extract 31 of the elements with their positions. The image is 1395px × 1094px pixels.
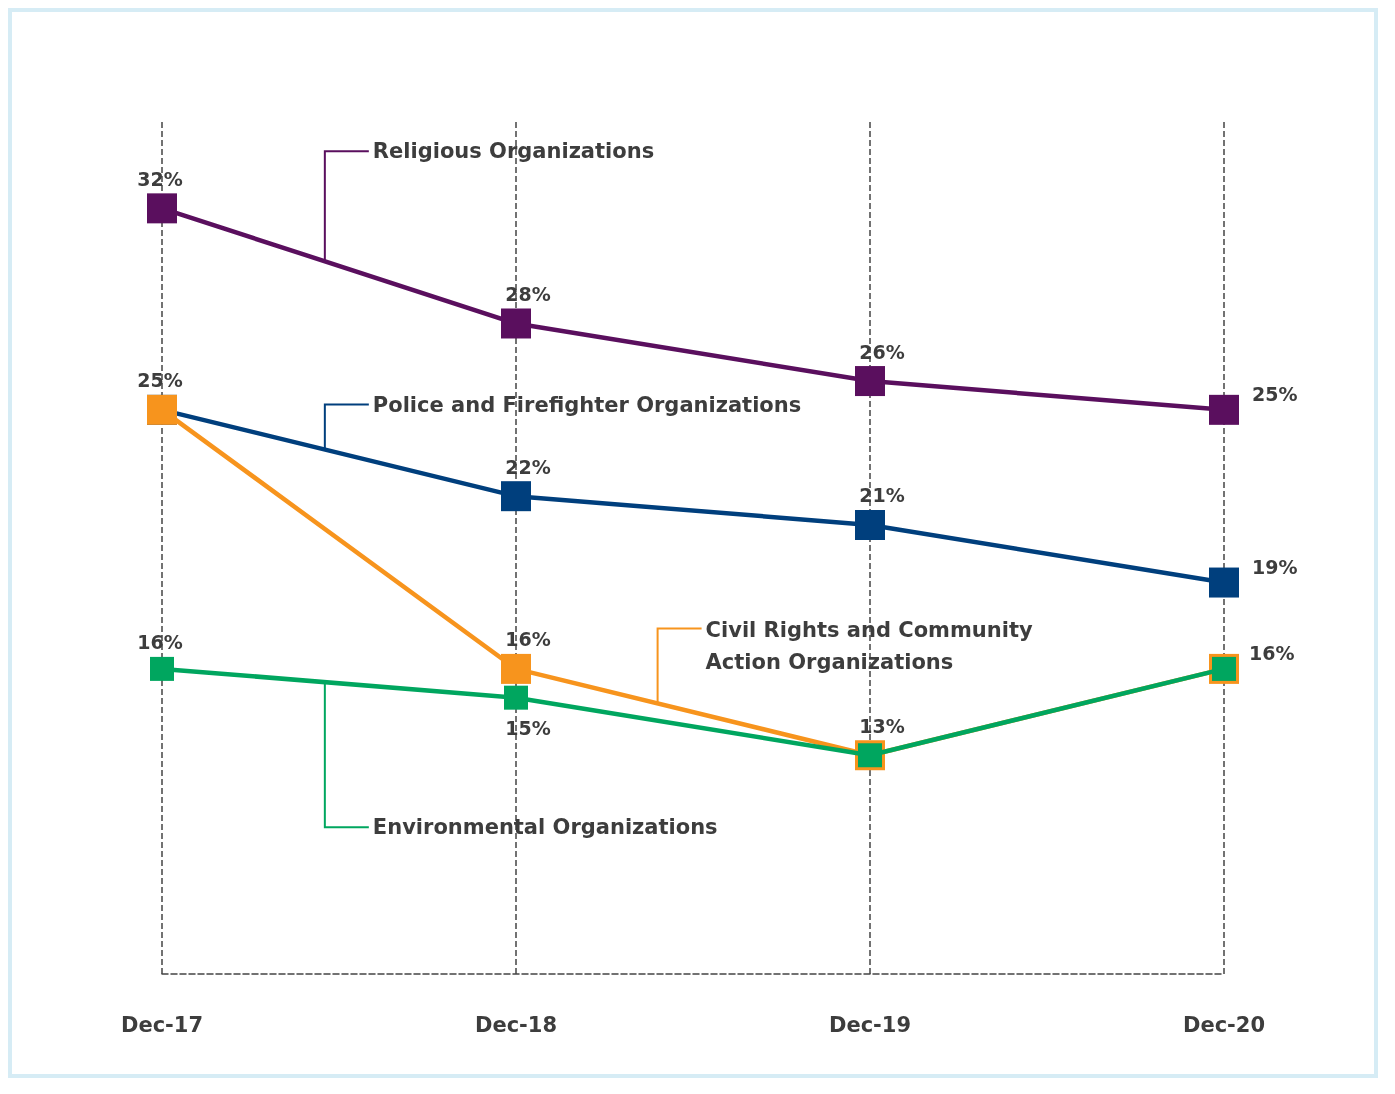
point (501, 481, 531, 512)
data-label: 19% (1252, 555, 1298, 578)
data-label: 28% (505, 282, 551, 305)
point (147, 193, 177, 224)
text: Police and Firefighter Organizations (372, 392, 802, 417)
text: Environmental Organizations (372, 815, 718, 840)
x-tick-label: Dec-18 (474, 1012, 558, 1037)
text: Religious Organizations (372, 139, 655, 164)
data-label: 25% (137, 369, 183, 392)
data-label: 15% (505, 717, 551, 740)
point (501, 308, 531, 339)
data-label: 32% (137, 167, 183, 190)
point (855, 509, 885, 540)
data-label: 21% (859, 484, 905, 507)
x-tick-label: Dec-19 (828, 1012, 912, 1037)
x-tick-label: Dec-20 (1182, 1012, 1266, 1037)
point (150, 656, 174, 681)
point (855, 366, 885, 397)
data-label: 16% (1249, 641, 1295, 664)
data-label: 13% (859, 714, 905, 737)
data-label: 16% (505, 628, 551, 651)
point (504, 685, 528, 710)
point (1209, 567, 1239, 598)
data-label: 16% (137, 631, 183, 654)
x-tick-label: Dec-17 (120, 1012, 204, 1037)
data-label: 22% (505, 455, 551, 478)
series-label: Civil Rights and Community Action Organizations (705, 618, 1041, 675)
point (1209, 394, 1239, 425)
data-label: 25% (1252, 382, 1298, 405)
point (501, 653, 531, 684)
data-label: 26% (859, 340, 905, 363)
